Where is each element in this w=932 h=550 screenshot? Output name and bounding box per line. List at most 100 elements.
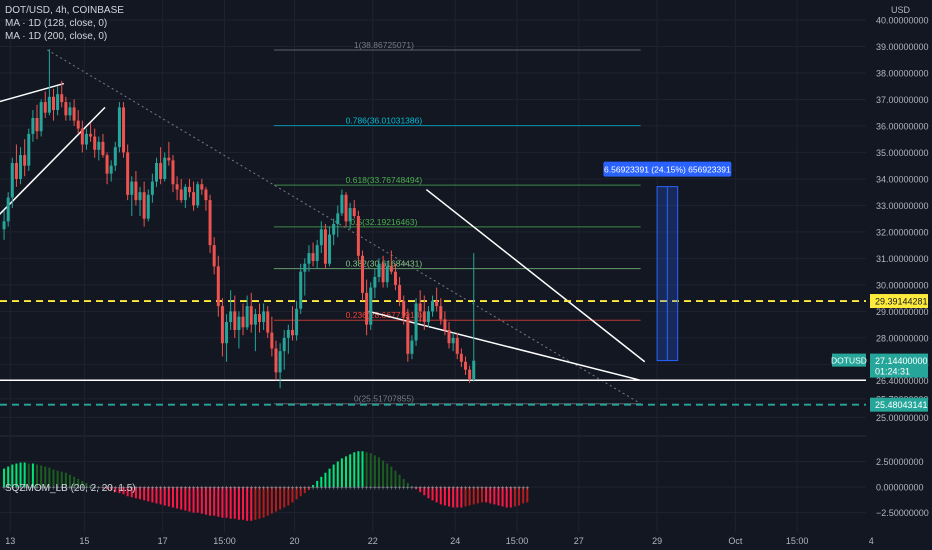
candle-body xyxy=(212,245,216,267)
histogram-bar xyxy=(126,487,129,497)
candlesticks xyxy=(2,49,476,389)
candle-body xyxy=(72,107,76,121)
squeeze-dot: + xyxy=(138,485,142,492)
histogram-bar xyxy=(373,455,376,488)
falling-wedge-upper-line xyxy=(425,188,646,363)
squeeze-dot: + xyxy=(241,485,245,492)
candle-body xyxy=(468,369,472,379)
squeeze-dot: + xyxy=(513,485,517,492)
squeeze-dot: + xyxy=(377,485,381,492)
time-tick-label: 15 xyxy=(79,536,89,546)
histogram-bar xyxy=(192,487,195,513)
squeeze-dot: + xyxy=(311,485,315,492)
squeeze-dot: + xyxy=(356,485,360,492)
squeeze-dot: + xyxy=(113,485,117,492)
time-tick-label: 15:00 xyxy=(786,536,809,546)
histogram-bar xyxy=(93,486,96,488)
histogram-bar xyxy=(36,464,39,488)
squeeze-dot: + xyxy=(183,485,187,492)
candle-body xyxy=(464,361,467,370)
candle-body xyxy=(159,163,163,179)
histogram-bar xyxy=(439,487,442,505)
candle-body xyxy=(130,181,134,195)
trendline-drawings[interactable] xyxy=(0,82,646,382)
candle-body xyxy=(93,136,97,150)
squeeze-dot: + xyxy=(35,485,39,492)
candle-body xyxy=(352,208,356,217)
candle-body xyxy=(451,337,455,344)
squeeze-dot: + xyxy=(266,485,270,492)
histogram-bar xyxy=(485,487,488,503)
candle-body xyxy=(220,306,224,344)
ma-128-legend[interactable]: MA · 1D (128, close, 0) xyxy=(5,18,108,29)
squeeze-dot: + xyxy=(439,485,443,492)
candle-body xyxy=(266,311,270,333)
candle-body xyxy=(356,216,360,256)
candle-body xyxy=(27,133,31,166)
histogram-bar xyxy=(460,487,463,508)
candle-body xyxy=(311,253,315,262)
squeeze-dot: + xyxy=(64,485,68,492)
candle-body xyxy=(389,266,393,272)
squeeze-dot: + xyxy=(406,485,410,492)
candle-body xyxy=(31,117,35,134)
squeeze-dot: + xyxy=(245,485,249,492)
histogram-bar xyxy=(155,487,158,504)
histogram-bar xyxy=(476,487,479,504)
candle-body xyxy=(398,284,402,301)
indicator-legend[interactable]: SQZMOM_LB (20, 2, 20, 1.5) xyxy=(5,483,136,494)
candle-body xyxy=(315,245,319,262)
squeeze-dot: + xyxy=(290,485,294,492)
price-axis-bg xyxy=(866,0,932,550)
candle-body xyxy=(117,107,121,148)
squeeze-dot: + xyxy=(68,485,72,492)
squeeze-dot: + xyxy=(229,485,233,492)
squeeze-dot: + xyxy=(31,485,35,492)
candle-body xyxy=(323,229,327,264)
squeeze-dot: + xyxy=(389,485,393,492)
histogram-bar xyxy=(279,487,282,510)
squeeze-dot: + xyxy=(463,485,467,492)
histogram-bar xyxy=(147,487,150,502)
histogram-bar xyxy=(3,468,6,488)
squeeze-dot: + xyxy=(126,485,130,492)
histogram-bar xyxy=(287,487,290,506)
candle-body xyxy=(126,152,130,195)
histogram-bar xyxy=(225,487,228,518)
ma-200-legend[interactable]: MA · 1D (200, close, 0) xyxy=(5,31,108,42)
current-price-tag-bg xyxy=(870,353,928,378)
candle-body xyxy=(303,263,307,272)
histogram-bar xyxy=(15,463,18,488)
candle-body xyxy=(393,271,397,285)
squeeze-dot: + xyxy=(340,485,344,492)
squeeze-dot: + xyxy=(39,485,43,492)
squeeze-dot: + xyxy=(97,485,101,492)
candle-body xyxy=(299,271,303,309)
candle-body xyxy=(406,316,410,354)
candle-body xyxy=(381,263,385,283)
squeeze-dot: + xyxy=(327,485,331,492)
candle-body xyxy=(447,329,451,344)
histogram-bar xyxy=(452,487,455,508)
histogram-bar xyxy=(336,461,339,488)
price-tag-bg xyxy=(870,294,928,309)
histogram-bar xyxy=(340,458,343,488)
squeeze-dot: + xyxy=(410,485,414,492)
squeeze-dot: + xyxy=(426,485,430,492)
squeeze-dot: + xyxy=(418,485,422,492)
candle-body xyxy=(175,184,179,190)
time-axis[interactable]: 13 15 17 15:00 20 22 24 15:00 27 29 Oct 15:00 4 xyxy=(5,536,874,546)
price-range-measurement[interactable]: 6.56923391 (24.15%) 656923391 xyxy=(603,161,732,362)
squeeze-dot: + xyxy=(492,485,496,492)
candle-body xyxy=(19,155,23,179)
price-axis[interactable]: USD40.0000000039.0000000038.0000000037.0… xyxy=(866,0,932,550)
squeeze-dot: + xyxy=(447,485,451,492)
squeeze-dot: + xyxy=(459,485,463,492)
candle-body xyxy=(237,316,241,330)
candle-body xyxy=(204,189,208,201)
squeeze-dot: + xyxy=(488,485,492,492)
histogram-bar xyxy=(19,462,22,488)
histogram-bar xyxy=(369,453,372,488)
squeeze-dot: + xyxy=(216,485,220,492)
